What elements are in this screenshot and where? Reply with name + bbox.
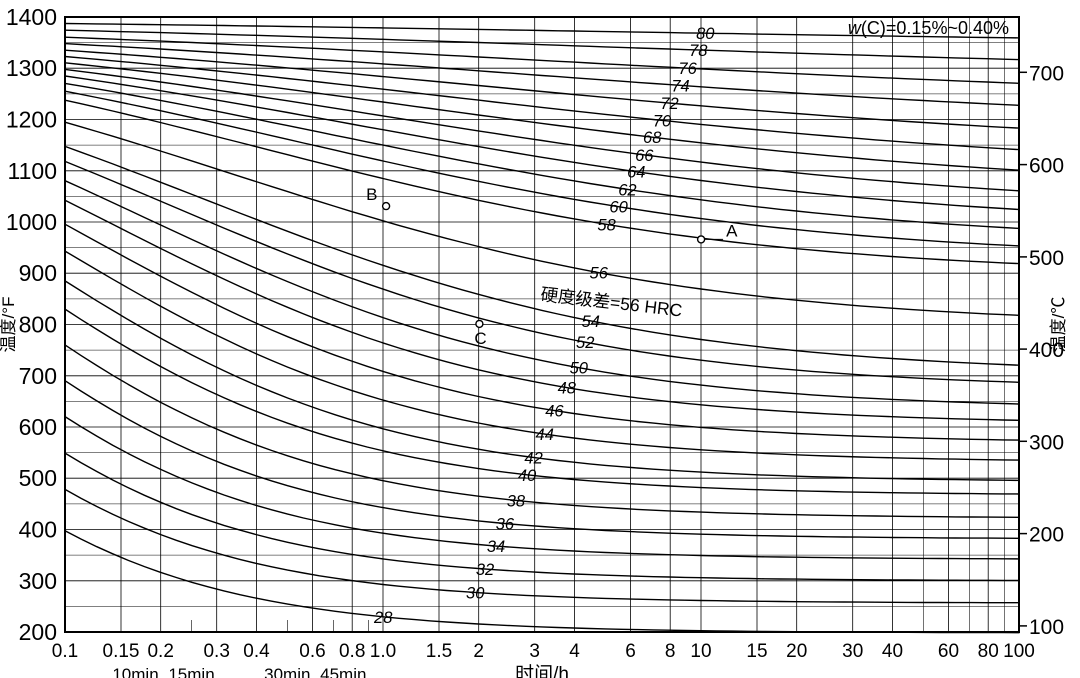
svg-text:0.15: 0.15 [103, 641, 140, 662]
svg-text:0.3: 0.3 [203, 641, 229, 662]
svg-text:15min: 15min [168, 665, 214, 678]
svg-text:48: 48 [558, 380, 577, 398]
svg-text:38: 38 [507, 492, 526, 510]
svg-text:500: 500 [19, 465, 57, 491]
svg-text:30: 30 [842, 641, 863, 662]
svg-text:400: 400 [19, 517, 57, 543]
svg-text:时间/h: 时间/h [515, 663, 569, 678]
svg-text:600: 600 [19, 414, 57, 440]
svg-text:B: B [366, 185, 377, 204]
svg-text:4: 4 [569, 641, 580, 662]
svg-text:20: 20 [786, 641, 807, 662]
svg-text:45min: 45min [320, 665, 366, 678]
svg-text:8: 8 [665, 641, 676, 662]
svg-text:700: 700 [1029, 62, 1064, 85]
svg-text:28: 28 [373, 609, 393, 627]
svg-text:w(C)=0.15%~0.40%: w(C)=0.15%~0.40% [848, 18, 1009, 38]
svg-text:80: 80 [978, 641, 999, 662]
svg-text:0.6: 0.6 [299, 641, 325, 662]
svg-text:10: 10 [690, 641, 711, 662]
svg-text:62: 62 [618, 181, 636, 199]
svg-text:1300: 1300 [6, 55, 57, 81]
svg-text:70: 70 [653, 112, 672, 130]
svg-text:60: 60 [938, 641, 959, 662]
svg-text:44: 44 [536, 426, 554, 444]
svg-text:500: 500 [1029, 247, 1064, 270]
svg-text:46: 46 [545, 403, 564, 421]
svg-text:72: 72 [660, 95, 678, 113]
svg-text:54: 54 [582, 313, 600, 331]
svg-text:1000: 1000 [6, 209, 57, 235]
svg-text:300: 300 [1029, 431, 1064, 454]
svg-text:0.8: 0.8 [339, 641, 365, 662]
svg-text:58: 58 [597, 216, 616, 234]
svg-text:40: 40 [518, 467, 537, 485]
svg-text:74: 74 [671, 77, 689, 95]
svg-text:700: 700 [19, 363, 57, 389]
svg-text:3: 3 [529, 641, 540, 662]
svg-text:0.4: 0.4 [243, 641, 270, 662]
svg-text:1400: 1400 [6, 4, 57, 30]
svg-text:76: 76 [678, 60, 697, 78]
svg-text:56: 56 [590, 265, 609, 283]
svg-text:15: 15 [746, 641, 767, 662]
svg-text:1.0: 1.0 [370, 641, 396, 662]
svg-text:1100: 1100 [8, 158, 57, 184]
svg-text:50: 50 [570, 360, 589, 378]
svg-text:温度/℃: 温度/℃ [1049, 297, 1068, 353]
svg-text:0.2: 0.2 [147, 641, 173, 662]
svg-text:600: 600 [1029, 155, 1064, 178]
svg-text:温度/°F: 温度/°F [0, 297, 18, 353]
svg-text:0.1: 0.1 [52, 641, 78, 662]
svg-text:52: 52 [576, 334, 594, 352]
svg-text:34: 34 [487, 538, 505, 556]
svg-text:40: 40 [882, 641, 903, 662]
svg-text:78: 78 [689, 42, 708, 60]
svg-text:60: 60 [609, 199, 628, 217]
svg-text:30: 30 [466, 585, 485, 603]
svg-text:30min: 30min [264, 665, 310, 678]
svg-text:300: 300 [19, 568, 57, 594]
svg-text:2: 2 [473, 641, 484, 662]
svg-text:32: 32 [476, 561, 494, 579]
svg-text:10min: 10min [112, 665, 158, 678]
svg-text:100: 100 [1029, 616, 1064, 639]
svg-text:C: C [474, 329, 486, 348]
svg-text:80: 80 [696, 25, 715, 43]
svg-text:64: 64 [627, 164, 645, 182]
svg-text:100: 100 [1003, 641, 1035, 662]
svg-text:6: 6 [625, 641, 636, 662]
svg-text:800: 800 [19, 312, 57, 338]
svg-text:200: 200 [1029, 524, 1064, 547]
svg-text:68: 68 [643, 129, 662, 147]
svg-text:900: 900 [19, 260, 57, 286]
svg-text:A: A [726, 221, 738, 240]
svg-text:66: 66 [635, 147, 654, 165]
svg-text:1.5: 1.5 [426, 641, 452, 662]
svg-text:42: 42 [524, 450, 542, 468]
svg-text:36: 36 [496, 516, 515, 534]
svg-text:1200: 1200 [6, 107, 57, 133]
